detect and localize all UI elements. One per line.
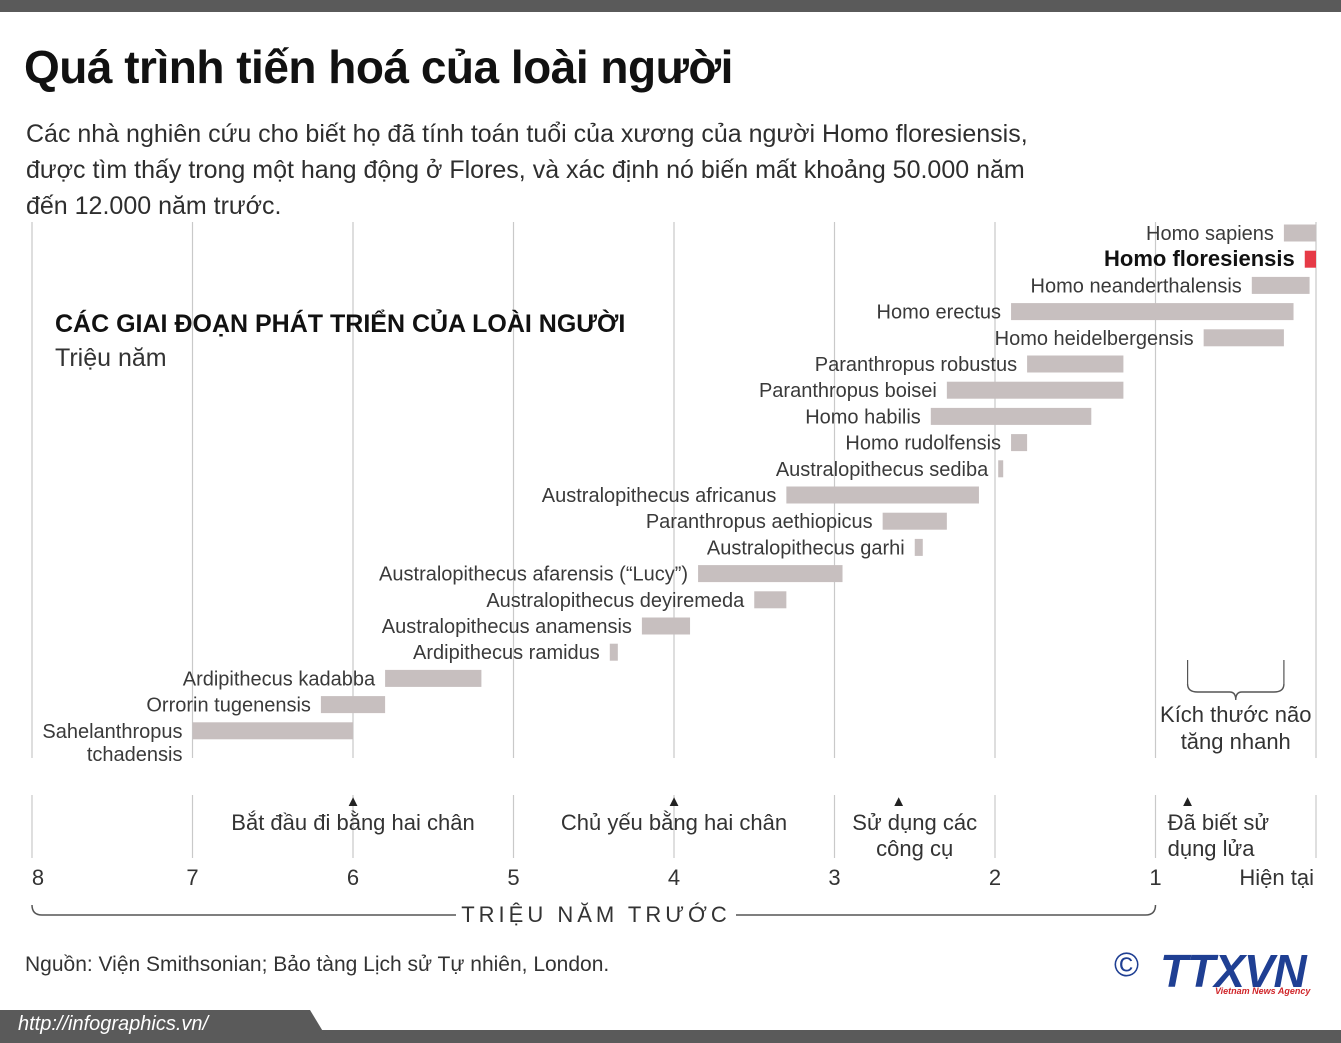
species-label: tchadensis [87,744,183,766]
species-label: Australopithecus sediba [776,459,989,481]
species-bar [385,669,482,687]
milestone-label: Sử dụng các [852,810,977,835]
annotation-label: Kích thước não [1160,702,1311,727]
species-bar [914,538,923,556]
chart-title: CÁC GIAI ĐOẠN PHÁT TRIỂN CỦA LOÀI NGƯỜI [55,310,626,338]
species-bar [192,722,353,740]
chart-unit: Triệu năm [55,344,167,372]
species-label: Homo heidelbergensis [995,328,1194,350]
annotation-brace [1186,683,1285,701]
species-label: Ardipithecus ramidus [413,642,600,664]
species-bar [998,460,1004,478]
species-label: Homo neanderthalensis [1031,275,1242,297]
species-bar [1203,329,1284,347]
annotation-label: tăng nhanh [1181,729,1291,754]
species-bar [1011,303,1294,321]
species-label: Homo floresiensis [1104,246,1295,271]
species-label: Homo sapiens [1146,223,1274,245]
footer-tab [0,1010,330,1043]
top-bar [0,0,1341,12]
species-label: Paranthropus boisei [759,380,937,402]
species-bar [1027,355,1124,373]
species-label: Homo rudolfensis [845,433,1001,455]
species-bar [1011,434,1028,452]
species-bar [1304,250,1316,268]
logo-wordmark: TTXVN [1160,945,1307,997]
ttxvn-logo: TTXVN Vietnam News Agency [1160,945,1320,1002]
copyright-symbol: © [1114,946,1140,984]
species-bar [754,591,787,609]
species-bar [1283,224,1316,242]
species-label: Sahelanthropus [42,721,182,743]
x-tick-label: 6 [347,865,359,890]
x-axis-label: TRIỆU NĂM TRƯỚC [456,900,736,930]
species-bar [320,696,386,714]
species-bar [609,643,618,661]
species-label: Australopithecus africanus [542,485,777,507]
footer-url: http://infographics.vn/ [18,1013,209,1035]
milestone-arrow-icon: ▲ [891,793,906,810]
x-tick-label: 1 [1149,865,1161,890]
x-tick-label: 2 [989,865,1001,890]
species-label: Paranthropus robustus [815,354,1017,376]
x-tick-label: 4 [668,865,680,890]
species-bar [930,407,1092,425]
milestone-label: dụng lửa [1168,836,1256,861]
milestone-label: Đã biết sử [1168,810,1270,835]
x-tick-label: 3 [828,865,840,890]
x-tick-label: Hiện tại [1239,865,1314,890]
milestone-arrow-icon: ▲ [346,793,361,810]
species-label: Australopithecus anamensis [382,616,632,638]
milestone-arrow-icon: ▲ [667,793,682,810]
footer-bar [0,1030,1341,1043]
source-note: Nguồn: Viện Smithsonian; Bảo tàng Lịch s… [25,953,610,976]
species-label: Ardipithecus kadabba [183,668,376,690]
species-bar [946,381,1124,399]
species-bar [641,617,691,635]
page-title: Quá trình tiến hoá của loài người [24,41,733,93]
species-label: Australopithecus afarensis (“Lucy”) [379,564,688,586]
species-label: Homo habilis [805,406,921,428]
milestone-label: công cụ [876,836,953,861]
x-tick-label: 8 [32,865,44,890]
description: Các nhà nghiên cứu cho biết họ đã tính t… [26,120,1028,220]
x-tick-label: 7 [186,865,198,890]
species-bar [1251,276,1310,294]
species-bar [882,512,947,530]
milestone-label: Bắt đầu đi bằng hai chân [231,810,474,835]
milestone-label: Chủ yếu bằng hai chân [561,810,787,835]
logo-subtitle: Vietnam News Agency [1215,986,1311,996]
milestone-arrow-icon: ▲ [1180,793,1195,810]
species-label: Australopithecus garhi [707,537,905,559]
species-bar [698,565,843,583]
x-tick-label: 5 [507,865,519,890]
species-bar [786,486,979,504]
species-label: Australopithecus deyiremeda [486,590,745,612]
species-label: Homo erectus [877,302,1002,324]
species-label: Paranthropus aethiopicus [646,511,873,533]
species-label: Orrorin tugenensis [146,695,311,717]
